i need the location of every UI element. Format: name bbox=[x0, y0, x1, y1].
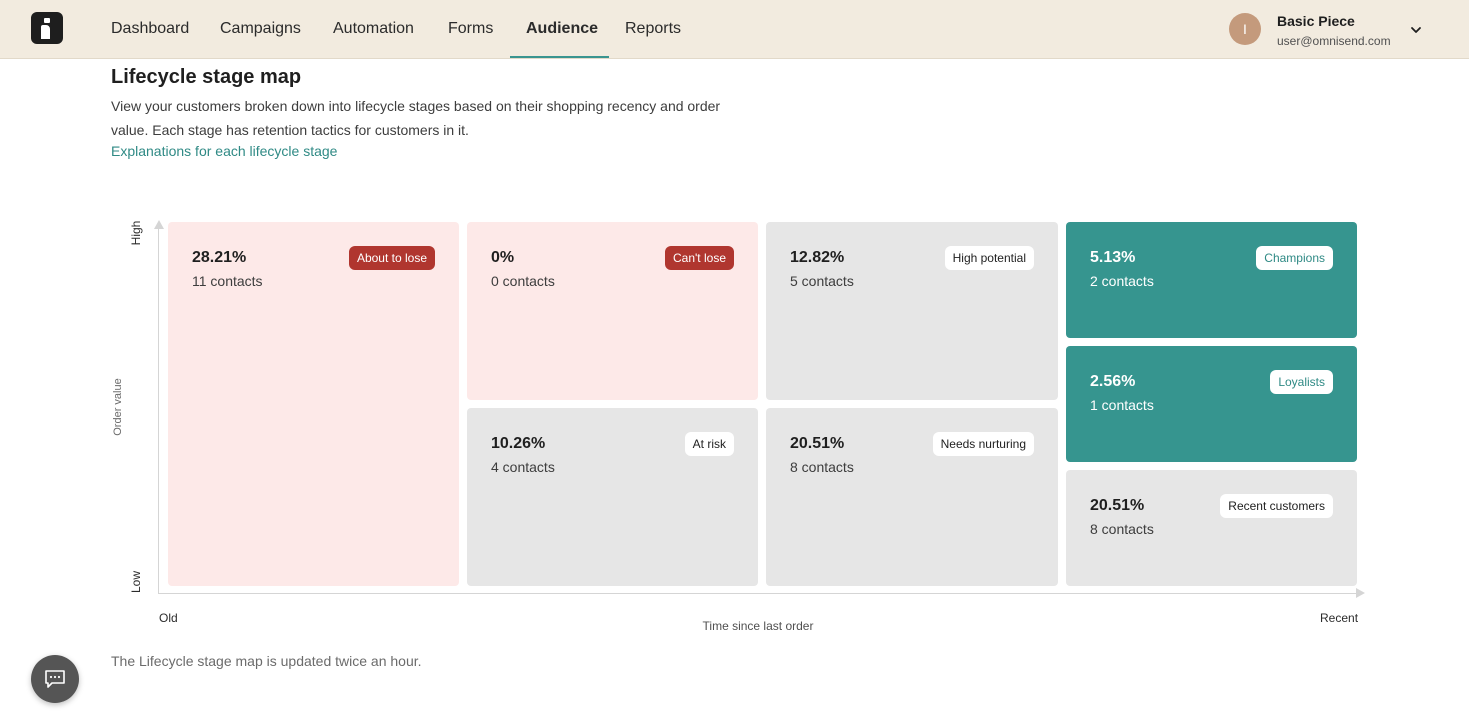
stage-needs-nurturing[interactable]: 20.51% 8 contacts Needs nurturing bbox=[766, 408, 1058, 586]
x-axis-recent-label: Recent bbox=[1320, 611, 1359, 625]
stage-badge: At risk bbox=[684, 432, 734, 456]
stage-badge: Champions bbox=[1256, 246, 1333, 270]
nav-dashboard[interactable]: Dashboard bbox=[111, 20, 190, 37]
stage-contacts: 5 contacts bbox=[790, 273, 854, 289]
stage-contacts: 8 contacts bbox=[1090, 521, 1154, 537]
x-axis-old-label: Old bbox=[159, 611, 178, 625]
stage-percent: 2.56% bbox=[1090, 373, 1136, 390]
logo-icon[interactable] bbox=[31, 12, 63, 44]
stage-recent-customers[interactable]: 20.51% 8 contacts Recent customers bbox=[1066, 470, 1357, 586]
lifecycle-explanations-link[interactable]: Explanations for each lifecycle stage bbox=[111, 143, 338, 159]
user-name[interactable]: Basic Piece bbox=[1277, 13, 1355, 29]
stage-percent: 5.13% bbox=[1090, 249, 1136, 266]
nav-audience[interactable]: Audience bbox=[526, 20, 599, 37]
active-tab-indicator bbox=[510, 56, 609, 58]
chevron-down-icon[interactable] bbox=[1409, 23, 1423, 37]
stage-champions[interactable]: 5.13% 2 contacts Champions bbox=[1066, 222, 1357, 338]
y-axis-low-label: Low bbox=[129, 571, 143, 594]
chat-icon bbox=[45, 670, 65, 688]
stage-contacts: 4 contacts bbox=[491, 459, 555, 475]
stage-cant-lose[interactable]: 0% 0 contacts Can't lose bbox=[467, 222, 758, 400]
x-axis-title: Time since last order bbox=[702, 619, 814, 633]
stage-contacts: 0 contacts bbox=[491, 273, 555, 289]
stage-badge: Recent customers bbox=[1220, 494, 1333, 518]
x-axis-line bbox=[158, 593, 1358, 594]
y-axis-line bbox=[158, 228, 159, 594]
x-axis-arrow bbox=[1356, 588, 1365, 598]
y-axis-title: Order value bbox=[112, 378, 124, 436]
stage-loyalists[interactable]: 2.56% 1 contacts Loyalists bbox=[1066, 346, 1357, 462]
nav-forms[interactable]: Forms bbox=[448, 20, 494, 37]
stage-badge: Loyalists bbox=[1270, 370, 1333, 394]
nav-reports[interactable]: Reports bbox=[625, 20, 682, 37]
stage-about-to-lose[interactable]: 28.21% 11 contacts About to lose bbox=[168, 222, 459, 586]
top-navigation-bar: Dashboard Campaigns Automation Forms Aud… bbox=[0, 0, 1469, 59]
page-title: Lifecycle stage map bbox=[111, 66, 302, 88]
stage-percent: 10.26% bbox=[491, 435, 546, 452]
user-email: user@omnisend.com bbox=[1277, 34, 1391, 48]
stage-contacts: 1 contacts bbox=[1090, 397, 1154, 413]
stage-badge: High potential bbox=[944, 246, 1034, 270]
avatar[interactable]: I bbox=[1229, 13, 1261, 45]
stage-percent: 28.21% bbox=[192, 249, 247, 266]
stage-percent: 20.51% bbox=[1090, 497, 1145, 514]
stage-contacts: 8 contacts bbox=[790, 459, 854, 475]
stage-contacts: 11 contacts bbox=[192, 273, 263, 289]
y-axis-arrow bbox=[154, 220, 164, 229]
stage-badge: About to lose bbox=[348, 246, 435, 270]
nav-automation[interactable]: Automation bbox=[333, 20, 414, 37]
chat-button[interactable] bbox=[31, 655, 79, 703]
stage-high-potential[interactable]: 12.82% 5 contacts High potential bbox=[766, 222, 1058, 400]
y-axis-high-label: High bbox=[129, 220, 143, 246]
stage-contacts: 2 contacts bbox=[1090, 273, 1154, 289]
stage-at-risk[interactable]: 10.26% 4 contacts At risk bbox=[467, 408, 758, 586]
stage-percent: 0% bbox=[491, 249, 515, 266]
stage-badge: Can't lose bbox=[665, 246, 734, 270]
stage-percent: 20.51% bbox=[790, 435, 845, 452]
page-description: View your customers broken down into lif… bbox=[111, 98, 721, 138]
nav-campaigns[interactable]: Campaigns bbox=[220, 20, 301, 37]
stage-badge: Needs nurturing bbox=[932, 432, 1034, 456]
stage-percent: 12.82% bbox=[790, 249, 845, 266]
update-frequency-note: The Lifecycle stage map is updated twice… bbox=[111, 653, 422, 669]
